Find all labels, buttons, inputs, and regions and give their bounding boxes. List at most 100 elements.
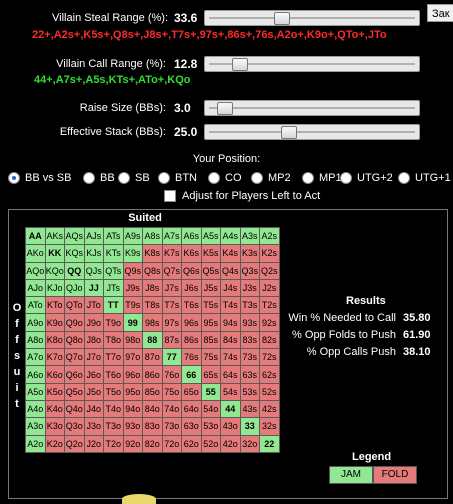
hand-cell[interactable]: K3o — [44, 417, 65, 436]
hand-cell[interactable]: 88 — [142, 330, 163, 350]
hand-cell[interactable]: T3s — [239, 296, 260, 315]
hand-cell[interactable]: K9s — [122, 244, 143, 263]
hand-cell[interactable]: 64s — [220, 365, 241, 384]
hand-cell[interactable]: 42o — [220, 434, 241, 453]
hand-cell[interactable]: K8o — [44, 330, 65, 350]
hand-cell[interactable]: 96o — [122, 365, 143, 384]
slider-thumb[interactable] — [216, 102, 233, 115]
hand-cell[interactable]: 64o — [181, 399, 202, 419]
hand-cell[interactable]: 75o — [161, 382, 182, 401]
hand-cell[interactable]: Q8s — [142, 261, 163, 280]
hand-cell[interactable]: A5o — [25, 382, 46, 401]
hand-cell[interactable]: J3o — [83, 417, 104, 436]
hand-cell[interactable]: 95o — [122, 382, 143, 401]
position-radio-mp1[interactable]: MP1 — [302, 172, 342, 184]
hand-cell[interactable]: J4s — [220, 278, 241, 298]
position-radio-utg-2[interactable]: UTG+2 — [340, 172, 393, 184]
hand-cell[interactable]: T9s — [122, 296, 143, 315]
hand-cell[interactable]: 85o — [142, 382, 163, 401]
hand-cell[interactable]: 77 — [161, 348, 182, 367]
hand-cell[interactable]: T6o — [103, 365, 124, 384]
hand-cell[interactable]: 74s — [220, 348, 241, 367]
radio-circle-icon[interactable] — [302, 172, 314, 184]
hand-cell[interactable]: A4o — [25, 399, 46, 419]
hand-cell[interactable]: K9o — [44, 313, 65, 332]
hand-cell[interactable]: 62s — [259, 365, 280, 384]
hand-cell[interactable]: K4o — [44, 399, 65, 419]
window-tab[interactable]: Зак — [427, 4, 453, 22]
raise-size-slider[interactable] — [204, 100, 420, 116]
hand-cell[interactable]: 72o — [161, 434, 182, 453]
hand-cell[interactable]: AJo — [25, 278, 46, 298]
hand-cell[interactable]: Q5s — [200, 261, 221, 280]
hand-cell[interactable]: K6s — [181, 244, 202, 263]
hand-cell[interactable]: Q4s — [220, 261, 241, 280]
hand-cell[interactable]: 52o — [200, 434, 221, 453]
adjust-checkbox[interactable] — [164, 190, 176, 202]
effective-stack-slider[interactable] — [204, 124, 420, 140]
hand-cell[interactable]: 93o — [122, 417, 143, 436]
hand-cell[interactable]: KTo — [44, 296, 65, 315]
hand-cell[interactable]: A4s — [220, 226, 241, 246]
hand-cell[interactable]: 92o — [122, 434, 143, 453]
hand-cell[interactable]: KJs — [83, 244, 104, 263]
hand-cell[interactable]: ATo — [25, 296, 46, 315]
hand-cell[interactable]: 73o — [161, 417, 182, 436]
hand-cell[interactable]: A3o — [25, 417, 46, 436]
hand-cell[interactable]: J4o — [83, 399, 104, 419]
hand-cell[interactable]: Q6o — [64, 365, 85, 384]
hand-cell[interactable]: TT — [103, 296, 124, 315]
villain-steal-slider[interactable] — [204, 10, 420, 26]
hand-cell[interactable]: 66 — [181, 365, 202, 384]
hand-cell[interactable]: A3s — [239, 226, 260, 246]
hand-cell[interactable]: KQo — [44, 261, 65, 280]
hand-cell[interactable]: AKo — [25, 244, 46, 263]
hand-cell[interactable]: 86o — [142, 365, 163, 384]
hand-cell[interactable]: AKs — [44, 226, 65, 246]
radio-circle-icon[interactable] — [118, 172, 130, 184]
radio-circle-icon[interactable] — [83, 172, 95, 184]
hand-cell[interactable]: K4s — [220, 244, 241, 263]
radio-circle-icon[interactable] — [158, 172, 170, 184]
hand-cell[interactable]: 54o — [200, 399, 221, 419]
hand-cell[interactable]: J7s — [161, 278, 182, 298]
hand-cell[interactable]: KQs — [64, 244, 85, 263]
hand-cell[interactable]: QJo — [64, 278, 85, 298]
hand-cell[interactable]: T5s — [200, 296, 221, 315]
hand-cell[interactable]: Q2s — [259, 261, 280, 280]
hand-cell[interactable]: 74o — [161, 399, 182, 419]
slider-thumb[interactable] — [281, 126, 298, 139]
hand-cell[interactable]: T7o — [103, 348, 124, 367]
hand-cell[interactable]: K2o — [44, 434, 65, 453]
hand-cell[interactable]: 83o — [142, 417, 163, 436]
hand-cell[interactable]: KTs — [103, 244, 124, 263]
hand-cell[interactable]: J6s — [181, 278, 202, 298]
hand-cell[interactable]: A9s — [122, 226, 143, 246]
hand-cell[interactable]: K7o — [44, 348, 65, 367]
hand-cell[interactable]: T5o — [103, 382, 124, 401]
hand-cell[interactable]: A7s — [161, 226, 182, 246]
position-radio-bb[interactable]: BB — [83, 172, 115, 184]
hand-cell[interactable]: 22 — [259, 434, 280, 453]
hand-cell[interactable]: A2o — [25, 434, 46, 453]
hand-cell[interactable]: 76o — [161, 365, 182, 384]
hand-cell[interactable]: 65s — [200, 365, 221, 384]
hand-cell[interactable]: 82s — [259, 330, 280, 350]
hand-cell[interactable]: T4o — [103, 399, 124, 419]
hand-cell[interactable]: J8o — [83, 330, 104, 350]
hand-cell[interactable]: JJ — [83, 278, 104, 298]
hand-cell[interactable]: 65o — [181, 382, 202, 401]
hand-cell[interactable]: 43o — [220, 417, 241, 436]
hand-cell[interactable]: A6o — [25, 365, 46, 384]
hand-cell[interactable]: 33 — [239, 417, 260, 436]
hand-cell[interactable]: Q5o — [64, 382, 85, 401]
hand-cell[interactable]: Q6s — [181, 261, 202, 280]
hand-cell[interactable]: 32o — [239, 434, 260, 453]
hand-cell[interactable]: J7o — [83, 348, 104, 367]
hand-cell[interactable]: 32s — [259, 417, 280, 436]
hand-cell[interactable]: Q8o — [64, 330, 85, 350]
hand-cell[interactable]: 43s — [239, 399, 260, 419]
hand-cell[interactable]: 42s — [259, 399, 280, 419]
hand-cell[interactable]: K5o — [44, 382, 65, 401]
hand-cell[interactable]: JTs — [103, 278, 124, 298]
